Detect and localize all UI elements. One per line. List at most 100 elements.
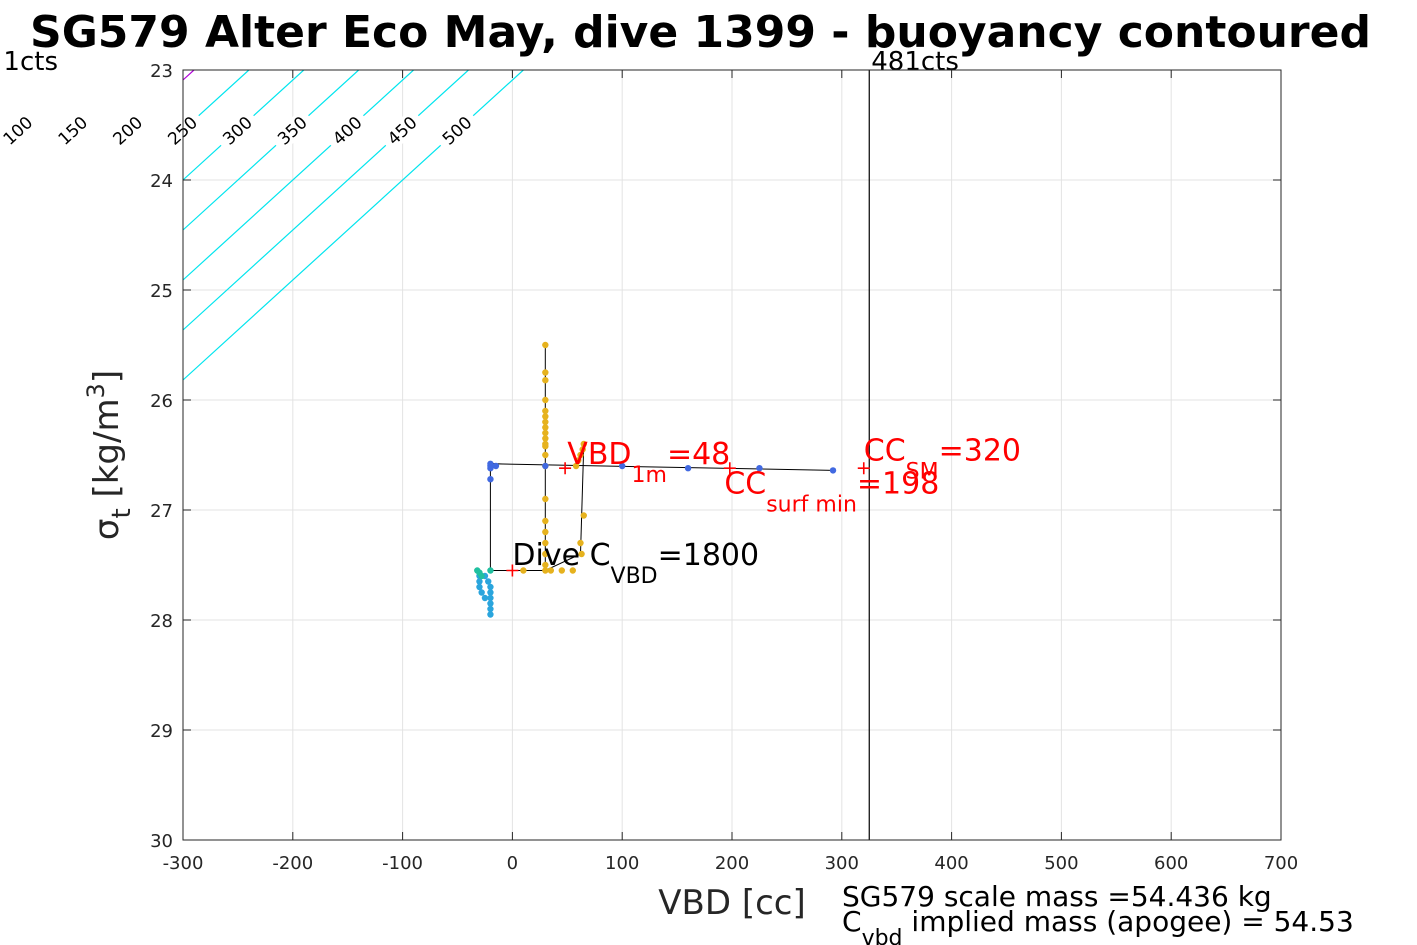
data-point <box>542 567 549 574</box>
contour-label-bg <box>433 108 480 153</box>
y-tick-label: 26 <box>150 391 173 412</box>
x-tick-label: 700 <box>1264 853 1298 874</box>
x-tick-label: 100 <box>605 853 639 874</box>
axis-ticks: -300 -200 -100 0 100 200 300 400 500 600 700 23 24 25… <box>150 61 1298 874</box>
y-tick-label: 27 <box>150 501 173 522</box>
data-point <box>542 528 549 536</box>
y-tick-label: 29 <box>150 721 173 742</box>
buoyancy-contours <box>0 70 524 840</box>
contour-label-bg <box>104 108 151 153</box>
reference-line-label: 481cts <box>871 47 959 77</box>
contour-label-bg <box>379 108 426 153</box>
data-points <box>474 341 837 618</box>
y-tick-label: 30 <box>150 831 173 852</box>
data-point <box>542 443 549 450</box>
data-point <box>476 578 483 585</box>
data-point <box>487 476 494 483</box>
contour-label-bg <box>324 108 371 153</box>
data-point <box>569 567 576 574</box>
data-point <box>542 451 549 459</box>
contour-label-bg <box>214 108 261 153</box>
marker-plus <box>506 564 519 577</box>
data-point <box>684 465 692 472</box>
marker-plus <box>723 462 736 475</box>
x-tick-label: 400 <box>934 853 968 874</box>
data-point <box>578 550 585 558</box>
data-point <box>485 578 492 585</box>
contour-label-bg <box>159 108 206 153</box>
data-point <box>481 594 489 602</box>
annotation-tail: =1800 <box>658 538 759 573</box>
y-tick-label: 23 <box>150 61 173 82</box>
reference-lines: 481cts 1cts <box>3 47 959 840</box>
x-tick-label: -100 <box>382 853 423 874</box>
x-axis-label: VBD [cc] <box>658 883 806 923</box>
data-point <box>542 495 549 503</box>
data-point <box>487 611 494 618</box>
annotation-sub: surf min <box>766 493 857 518</box>
y-tick-label: 25 <box>150 281 173 302</box>
data-point <box>542 369 549 376</box>
annotation-vbd1m: VBD1m=48 <box>567 437 730 488</box>
data-point <box>580 440 587 448</box>
data-point <box>542 517 549 525</box>
data-point <box>542 413 549 420</box>
y-axis-label-sup: 3 <box>82 383 110 398</box>
contour-label-bg <box>0 108 41 153</box>
svg-text:σt [kg/m3]: σt [kg/m3] <box>82 370 137 540</box>
data-point <box>487 465 494 472</box>
x-tick-label: 300 <box>825 853 859 874</box>
annotation-tail: =48 <box>667 437 730 472</box>
x-tick-label: -300 <box>163 853 204 874</box>
buoyancy-contour-line <box>0 70 29 840</box>
data-point <box>476 583 483 591</box>
chart-title: SG579 Alter Eco May, dive 1399 - buoyanc… <box>30 7 1371 58</box>
annotation-divecvbd: Dive CVBD=1800 <box>512 538 759 589</box>
annotation-base: Dive C <box>512 538 610 573</box>
data-point <box>542 429 549 437</box>
annotation-sub: SM <box>906 460 939 485</box>
y-tick-label: 28 <box>150 611 173 632</box>
footer-line: Cvbd implied mass (apogee) = 54.53 <box>842 905 1354 945</box>
buoyancy-contour-line <box>183 70 469 331</box>
data-point <box>572 462 580 470</box>
y-tick-label: 24 <box>150 171 173 192</box>
annotation-base: VBD <box>567 437 631 472</box>
data-point <box>542 341 549 349</box>
data-point <box>577 539 584 547</box>
data-point <box>575 457 582 464</box>
annotation-tail: =320 <box>939 434 1021 469</box>
data-point <box>487 589 494 596</box>
data-point <box>542 377 549 384</box>
data-point <box>829 467 837 474</box>
y-axis-label-sub: t <box>107 508 137 518</box>
data-point <box>756 465 763 472</box>
annotation-tail: =198 <box>857 467 939 502</box>
data-point <box>542 561 549 569</box>
data-point <box>487 600 494 607</box>
buoyancy-contour-line <box>183 70 524 381</box>
data-point <box>542 396 549 404</box>
footer-base: SG579 scale mass =54.436 kg <box>842 880 1272 913</box>
data-point <box>487 594 494 602</box>
y-axis-label: σt [kg/m3] <box>82 370 137 540</box>
data-point <box>542 550 549 558</box>
data-point <box>580 512 587 519</box>
data-point <box>487 605 494 613</box>
data-point <box>542 462 549 470</box>
reference-line-label: 1cts <box>3 47 58 77</box>
annotation-sub: 1m <box>632 463 667 488</box>
contour-label-bg <box>269 108 316 153</box>
data-point <box>520 567 527 574</box>
y-axis-label-unit: [kg/m <box>87 398 127 508</box>
data-point <box>547 567 555 574</box>
markers <box>506 462 870 577</box>
data-point <box>487 567 494 574</box>
marker-plus <box>559 462 572 475</box>
annotation-base: CC <box>724 467 766 502</box>
marker-plus <box>857 462 870 475</box>
buoyancy-contour-line <box>183 70 414 281</box>
